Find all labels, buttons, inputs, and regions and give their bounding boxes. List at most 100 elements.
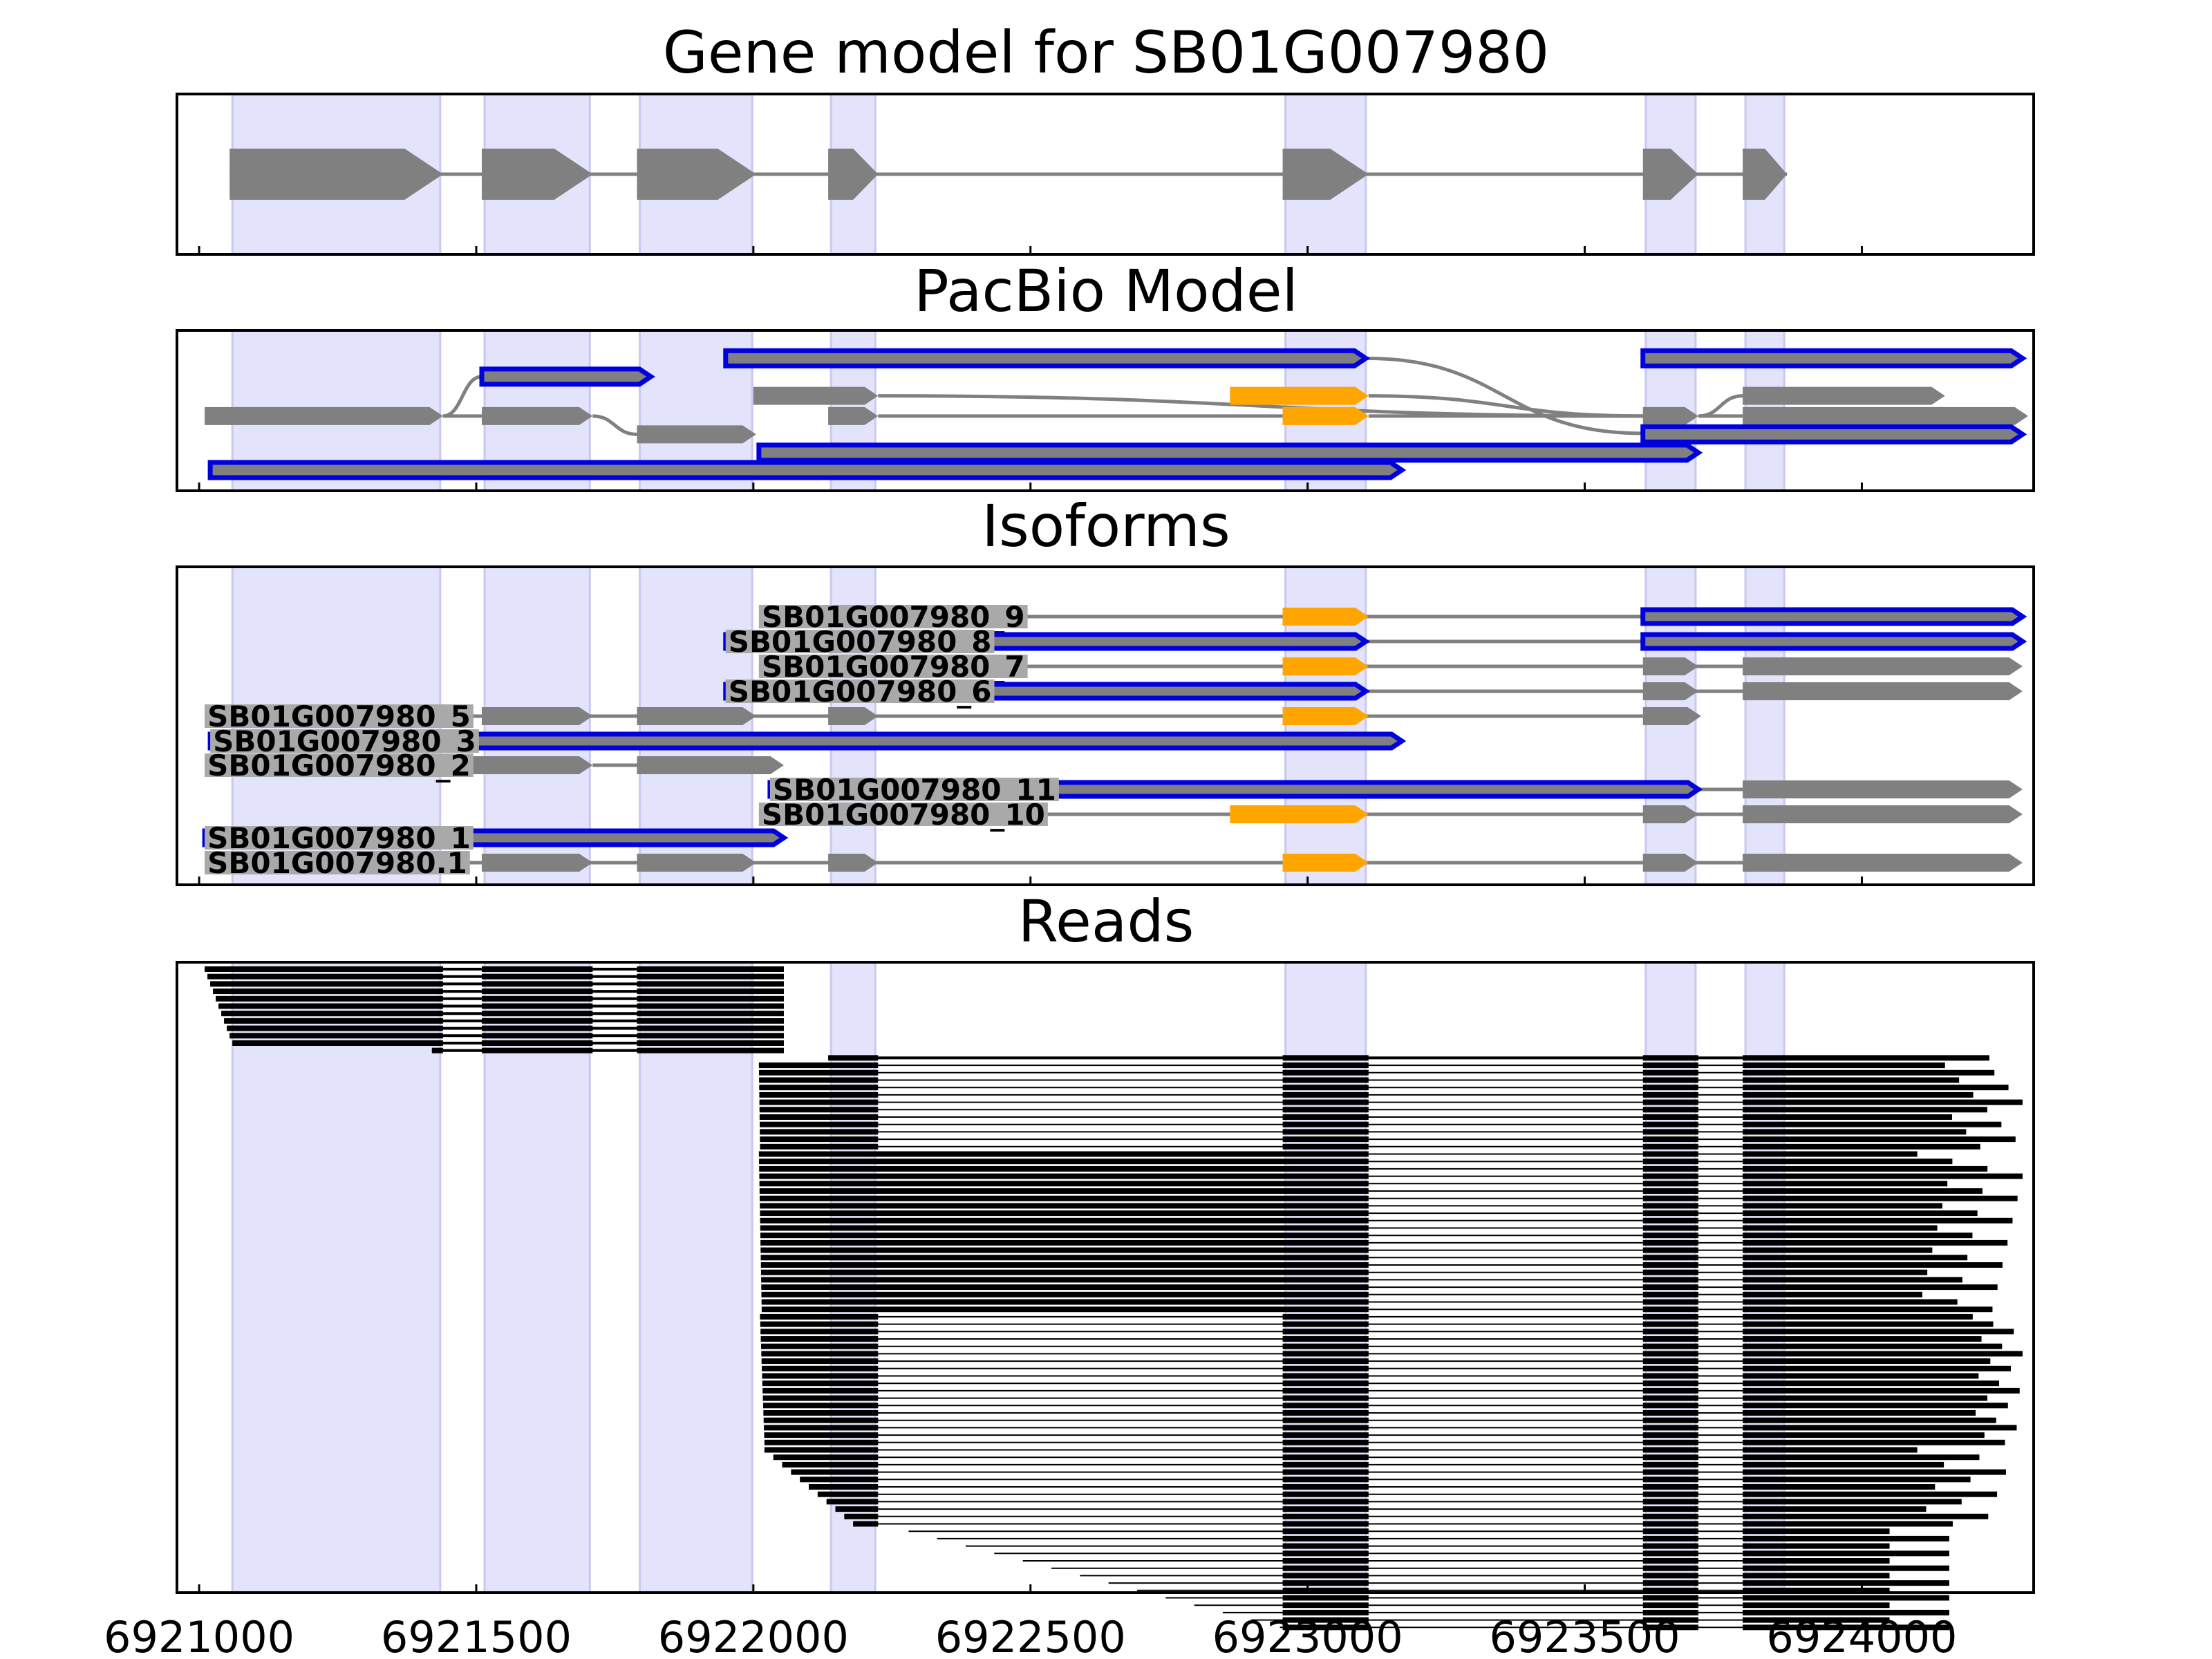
pacbio-orange-exon-6-1: [1282, 406, 1369, 425]
read-24-exon-2: [1282, 1136, 1369, 1143]
read-67-exon-3: [1642, 1454, 1698, 1461]
read-85-exon-4: [1743, 1587, 1890, 1593]
read-21-exon-3: [1642, 1114, 1698, 1120]
read-19-exon-3: [1642, 1099, 1698, 1105]
read-48-exon-3: [1642, 1313, 1698, 1320]
read-43-body: [761, 1277, 1369, 1283]
read-82-exon-4: [1743, 1565, 1949, 1571]
read-1-block-3: [637, 966, 784, 972]
read-2-block-2: [481, 973, 593, 980]
gene-model-exon-4: [828, 149, 879, 200]
read-84-exon-4: [1743, 1580, 1949, 1586]
read-72-exon-1: [817, 1491, 879, 1497]
read-29-exon-b: [1743, 1173, 2023, 1179]
read-54-exon-4: [1743, 1358, 1991, 1365]
read-67-exon-2: [1282, 1454, 1369, 1461]
pacbio-marks: [205, 348, 2028, 480]
isoform-blue-feature-1-1: [1640, 607, 2027, 626]
read-73-exon-3: [1642, 1499, 1698, 1505]
pacbio-blue-feature-1: [723, 348, 1371, 368]
read-25-exon-4: [1743, 1143, 1980, 1150]
read-52-exon-4: [1743, 1343, 2003, 1349]
read-10-block-1: [229, 1033, 443, 1039]
read-17-exon-1: [759, 1085, 879, 1091]
pacbio-title: PacBio Model: [914, 257, 1298, 325]
read-8-block-2: [481, 1018, 593, 1024]
read-11-block-1: [232, 1040, 443, 1046]
read-56-exon-2: [1282, 1373, 1369, 1379]
read-48-exon-2: [1282, 1313, 1369, 1320]
read-16-exon-3: [1642, 1077, 1698, 1083]
read-88-exon-4: [1743, 1609, 1949, 1615]
read-70-exon-4: [1743, 1477, 1971, 1483]
read-60-exon-2: [1282, 1403, 1369, 1409]
read-75-exon-1: [844, 1513, 879, 1519]
read-70-exon-1: [800, 1477, 879, 1483]
read-53-exon-4: [1743, 1351, 2023, 1357]
read-61-exon-2: [1282, 1410, 1369, 1416]
isoforms-frame: [176, 565, 2035, 886]
read-78-exon-4: [1743, 1535, 1949, 1541]
read-36-exon-a: [1642, 1225, 1698, 1231]
read-16-exon-1: [759, 1077, 879, 1083]
read-89-exon-2: [1282, 1617, 1369, 1623]
reads-title: Reads: [1018, 888, 1194, 955]
read-20-exon-4: [1743, 1107, 1987, 1113]
read-66-exon-3: [1642, 1447, 1698, 1453]
read-27-body: [759, 1159, 1369, 1165]
read-28-exon-a: [1642, 1165, 1698, 1172]
read-69-exon-4: [1743, 1469, 2006, 1475]
read-57-exon-1: [762, 1380, 879, 1387]
pacbio-gray-exon-5-2: [481, 406, 593, 425]
read-3-block-3: [637, 981, 784, 987]
read-26-exon-b: [1743, 1151, 1918, 1157]
read-55-exon-4: [1743, 1365, 2011, 1371]
read-76-exon-3: [1642, 1521, 1698, 1527]
read-42-exon-b: [1743, 1269, 1928, 1275]
read-63-exon-1: [764, 1425, 879, 1431]
read-39-exon-b: [1743, 1247, 1933, 1253]
read-49-exon-4: [1743, 1321, 1994, 1327]
read-24-exon-3: [1642, 1136, 1698, 1143]
read-4-block-1: [213, 988, 443, 995]
read-4-block-2: [481, 988, 593, 995]
read-72-exon-2: [1282, 1491, 1369, 1497]
read-41-exon-b: [1743, 1262, 2003, 1268]
read-64-exon-2: [1282, 1432, 1369, 1438]
read-64-exon-3: [1642, 1432, 1698, 1438]
read-7-block-1: [221, 1011, 443, 1017]
read-61-exon-3: [1642, 1410, 1698, 1416]
gene-model-exon-2: [481, 149, 593, 200]
read-1-block-1: [205, 966, 443, 972]
read-50-exon-1: [760, 1329, 879, 1335]
read-35-exon-a: [1642, 1217, 1698, 1224]
pacbio-blue-feature-12: [756, 442, 1703, 463]
read-77-exon-4: [1743, 1528, 1890, 1535]
read-50-exon-3: [1642, 1329, 1698, 1335]
read-46-exon-b: [1743, 1299, 1958, 1305]
read-49-exon-3: [1642, 1321, 1698, 1327]
read-87-exon-2: [1282, 1602, 1369, 1609]
read-74-exon-4: [1743, 1506, 1927, 1512]
read-52-exon-3: [1642, 1343, 1698, 1349]
read-86-exon-2: [1282, 1595, 1369, 1601]
read-54-exon-2: [1282, 1358, 1369, 1365]
read-57-exon-2: [1282, 1380, 1369, 1387]
read-26-exon-a: [1642, 1151, 1698, 1157]
isoform-label-box-10: [205, 826, 474, 850]
read-31-exon-b: [1743, 1188, 1983, 1194]
read-79-exon-2: [1282, 1543, 1369, 1549]
isoform-label-9: SB01G007980_10: [762, 798, 1045, 832]
read-62-exon-4: [1743, 1417, 1996, 1423]
read-14-exon-1: [758, 1062, 879, 1069]
read-76-exon-4: [1743, 1521, 1953, 1527]
read-58-exon-3: [1642, 1387, 1698, 1394]
read-81-exon-2: [1282, 1558, 1369, 1564]
read-72-exon-3: [1642, 1491, 1698, 1497]
read-32-body: [760, 1195, 1369, 1201]
read-9-block-2: [481, 1025, 593, 1031]
read-6-block-2: [481, 1003, 593, 1009]
read-33-exon-a: [1642, 1203, 1698, 1209]
read-5-block-2: [481, 995, 593, 1002]
pacbio-panel: PacBio Model: [176, 257, 2035, 492]
